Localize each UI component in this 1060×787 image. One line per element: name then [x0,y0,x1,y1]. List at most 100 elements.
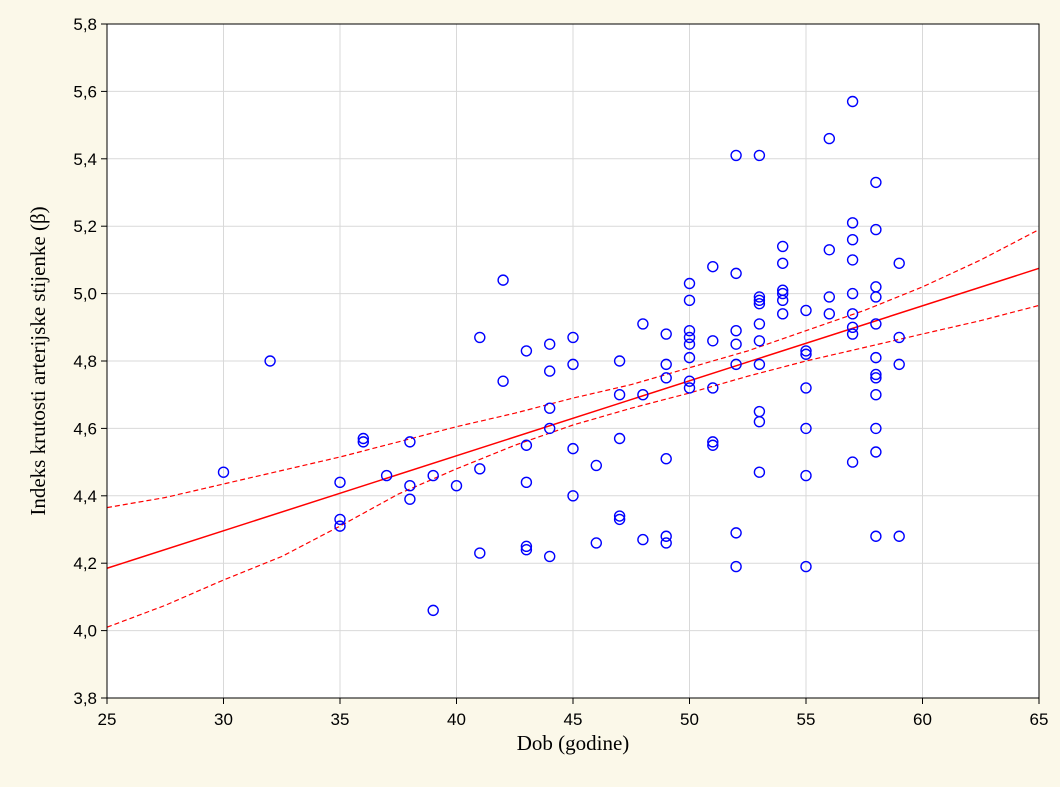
data-point [823,244,835,256]
data-point [683,382,696,394]
y-tick-label: 5,6 [73,82,97,101]
data-point [357,432,369,445]
data-point [846,287,859,300]
data-point [870,351,882,364]
data-point [637,533,649,546]
x-axis-ticks: 25 30 35 40 45 50 55 60 65 [98,698,1049,729]
x-tick-label: 60 [913,710,932,729]
data-point [777,287,789,300]
data-point [730,338,742,350]
data-point [450,479,463,492]
data-point [893,358,905,371]
regression-line-group [106,267,1040,569]
data-point [753,149,766,162]
data-point [613,389,626,401]
data-point [404,479,416,492]
data-point [544,402,556,414]
data-point [730,527,742,539]
data-point [893,331,905,344]
data-point [497,375,509,387]
data-point [707,436,719,448]
data-point [707,260,719,273]
y-tick-label: 5,4 [73,150,97,169]
data-point [753,335,766,347]
x-tick-label: 65 [1030,710,1049,729]
data-point [730,358,742,371]
data-point [777,308,789,320]
data-point [613,432,626,445]
x-tick-label: 55 [797,710,816,729]
data-point [777,240,789,253]
data-point [730,560,742,573]
data-point [683,277,696,290]
y-tick-label: 4,2 [73,554,97,573]
x-tick-label: 25 [98,710,117,729]
data-point [777,294,789,307]
data-point [334,520,346,532]
data-point [660,328,672,340]
data-point [800,560,812,573]
data-point [567,358,579,371]
data-point [544,365,556,377]
data-point [870,422,882,435]
data-point [474,463,486,475]
data-point [800,304,812,317]
data-point [404,493,416,505]
data-point [520,476,533,489]
data-point [823,308,835,320]
x-tick-label: 35 [331,710,350,729]
data-point [544,550,556,563]
data-point [683,331,696,344]
data-point [613,513,626,526]
data-point [660,537,672,549]
y-tick-label: 3,8 [73,689,97,708]
data-point [660,358,672,371]
data-point [870,530,882,542]
data-point [870,372,882,384]
data-point [567,442,579,455]
y-tick-label: 4,4 [73,487,97,506]
data-point [520,540,533,553]
data-point [544,422,556,435]
data-point [730,324,742,337]
y-tick-label: 4,0 [73,622,97,641]
data-point [800,345,812,357]
data-point [753,291,766,303]
x-tick-label: 30 [214,710,233,729]
data-point [800,422,812,435]
data-point [707,382,719,394]
data-point [846,308,859,320]
data-point [893,530,905,542]
data-point [637,318,649,330]
data-point [567,490,579,502]
data-point [427,469,439,482]
y-tick-label: 4,8 [73,352,97,371]
data-point [823,132,835,145]
data-point [846,321,859,333]
data-point [520,544,533,556]
data-point [497,274,509,286]
data-point [217,466,230,478]
data-point [730,267,742,280]
grid-lines [106,23,1040,699]
data-point [707,439,719,451]
data-point [380,469,393,482]
data-point [846,254,859,266]
data-point [520,345,533,357]
data-point [707,335,719,347]
data-point [683,351,696,364]
y-tick-label: 5,8 [73,15,97,34]
data-point [730,149,742,162]
data-point [870,318,882,330]
data-point [683,338,696,350]
y-tick-label: 5,2 [73,217,97,236]
data-point [753,298,766,310]
data-point [870,446,882,458]
y-axis-ticks: 3,8 4,0 4,2 4,4 4,6 4,8 5,0 5,2 5,4 5,6 5,8 [73,15,107,708]
data-point [800,469,812,482]
data-point [637,389,649,401]
data-point [590,459,602,472]
confidence-band [106,229,1040,628]
data-point [753,358,766,371]
data-point [660,372,672,384]
